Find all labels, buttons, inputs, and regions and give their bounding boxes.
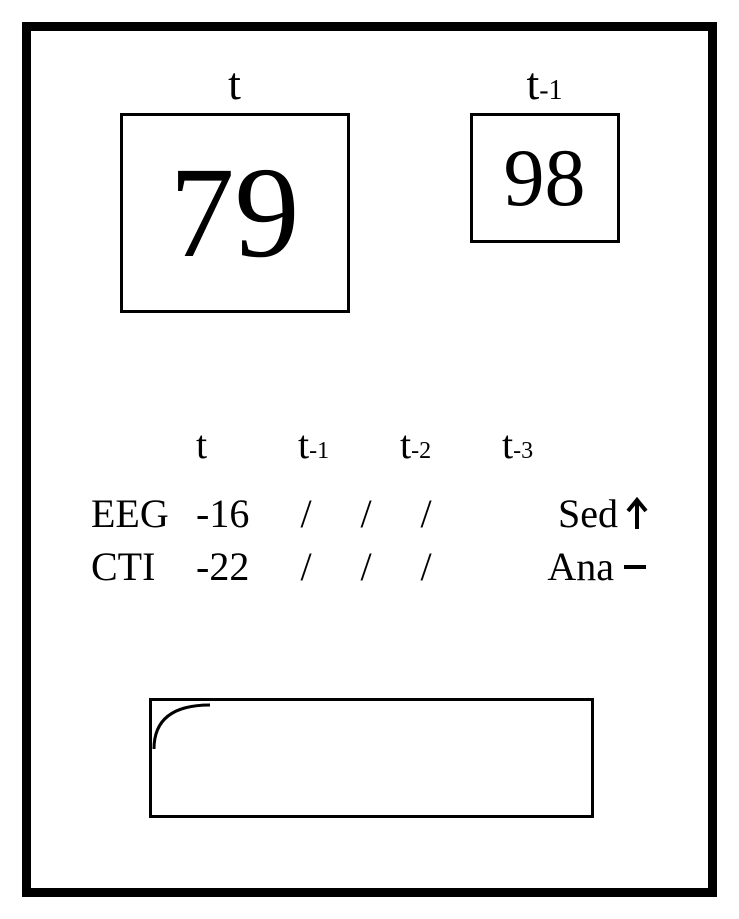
label-sub: -1 (539, 75, 562, 106)
row-label-eeg: EEG (91, 490, 196, 537)
current-value-block: t 79 (120, 61, 350, 313)
arrow-up-icon (626, 497, 648, 531)
col-header: t (196, 421, 268, 468)
cell: / (276, 490, 336, 537)
col-header: t-2 (400, 421, 472, 468)
cell: / (336, 490, 396, 537)
cell: / (276, 543, 336, 590)
previous-value-box: 98 (470, 113, 620, 243)
cell: / (396, 543, 456, 590)
side-label-text: Sed (558, 490, 618, 537)
cell: -22 (196, 543, 276, 590)
col-header: t-3 (502, 421, 574, 468)
top-value-row: t 79 t-1 98 (31, 61, 708, 313)
current-value-label: t (228, 61, 241, 107)
recommendation-ana: Ana (547, 543, 648, 590)
recommendation-sed: Sed (558, 490, 648, 537)
cell: / (396, 490, 456, 537)
previous-value: 98 (504, 137, 586, 219)
current-value-box: 79 (120, 113, 350, 313)
col-header: t-1 (298, 421, 370, 468)
label-t: t (228, 58, 241, 109)
cell: / (336, 543, 396, 590)
trend-curve (152, 701, 216, 756)
table-row: EEG -16 / / / Sed (91, 490, 648, 537)
history-table: t t-1 t-2 t-3 EEG -16 / / / Sed CTI -22 … (91, 421, 648, 596)
previous-value-block: t-1 98 (470, 61, 620, 243)
panel-frame: t 79 t-1 98 t t-1 t-2 t-3 EEG -16 / / (22, 22, 717, 897)
previous-value-label: t-1 (526, 61, 562, 107)
side-label-text: Ana (547, 543, 614, 590)
table-row: CTI -22 / / / Ana (91, 543, 648, 590)
trend-chart-box (149, 698, 594, 818)
label-t: t (526, 58, 539, 109)
row-label-cti: CTI (91, 543, 196, 590)
dash-icon (622, 550, 648, 584)
cell: -16 (196, 490, 276, 537)
current-value: 79 (170, 148, 300, 278)
table-header-row: t t-1 t-2 t-3 (196, 421, 648, 468)
